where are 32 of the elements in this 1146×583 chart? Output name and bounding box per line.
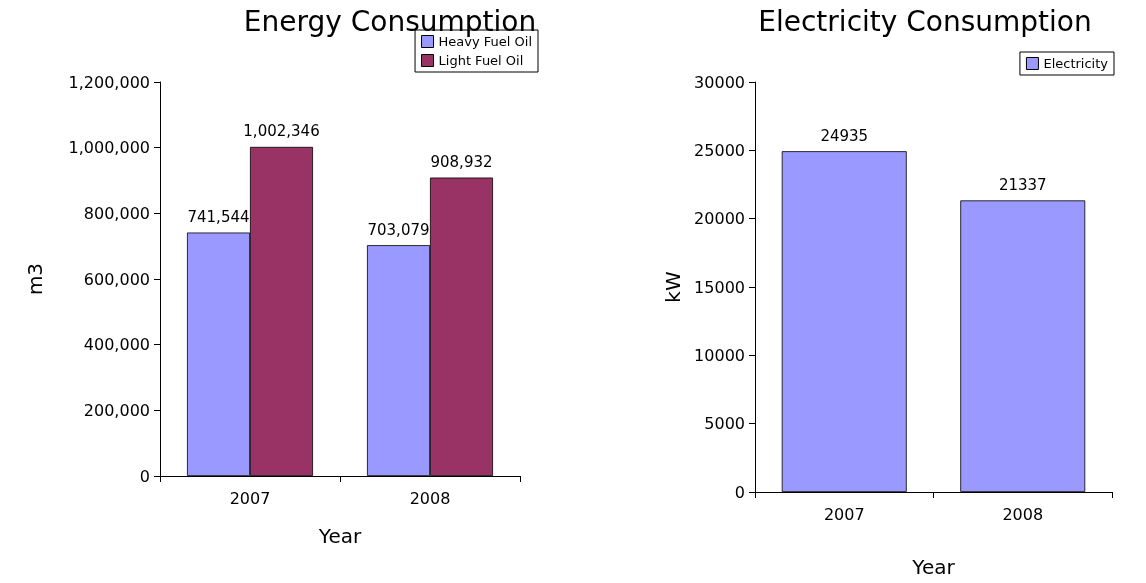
- y-tick-label: 400,000: [83, 335, 150, 355]
- legend-label: Light Fuel Oil: [438, 53, 524, 68]
- y-tick-label: 30000: [694, 72, 745, 92]
- data-label: 908,932: [430, 153, 493, 172]
- data-label: 703,079: [367, 220, 430, 239]
- y-tick-label: 800,000: [83, 203, 150, 223]
- x-tick-label: 2007: [823, 504, 865, 524]
- y-tick-label: 15000: [694, 277, 745, 297]
- data-label: 24935: [820, 126, 869, 145]
- y-tick-label: 1,200,000: [68, 72, 150, 92]
- x-axis-title: Year: [317, 524, 362, 548]
- y-axis-title: kW: [661, 271, 686, 303]
- y-axis-title: m3: [23, 262, 47, 296]
- legend-label: Electricity: [1043, 56, 1109, 71]
- data-label: 1,002,346: [243, 122, 320, 141]
- y-tick-label: 0: [734, 482, 745, 502]
- y-tick-label: 25000: [694, 140, 745, 160]
- y-tick-label: 1,000,000: [68, 138, 150, 158]
- y-tick-label: 600,000: [83, 269, 150, 289]
- chart-title: Energy Consumption: [243, 4, 537, 38]
- x-tick-label: 2008: [409, 488, 451, 508]
- y-tick-label: 5000: [704, 414, 745, 434]
- x-axis-title: Year: [911, 555, 956, 579]
- y-tick-label: 10000: [694, 345, 745, 365]
- y-tick-label: 0: [139, 466, 150, 486]
- y-tick-label: 200,000: [83, 400, 150, 420]
- y-tick-label: 20000: [694, 209, 745, 229]
- data-label: 741,544: [187, 208, 250, 227]
- x-tick-label: 2008: [1002, 504, 1044, 524]
- x-tick-label: 2007: [229, 488, 271, 508]
- data-label: 21337: [998, 175, 1047, 194]
- chart-title: Electricity Consumption: [758, 4, 1092, 38]
